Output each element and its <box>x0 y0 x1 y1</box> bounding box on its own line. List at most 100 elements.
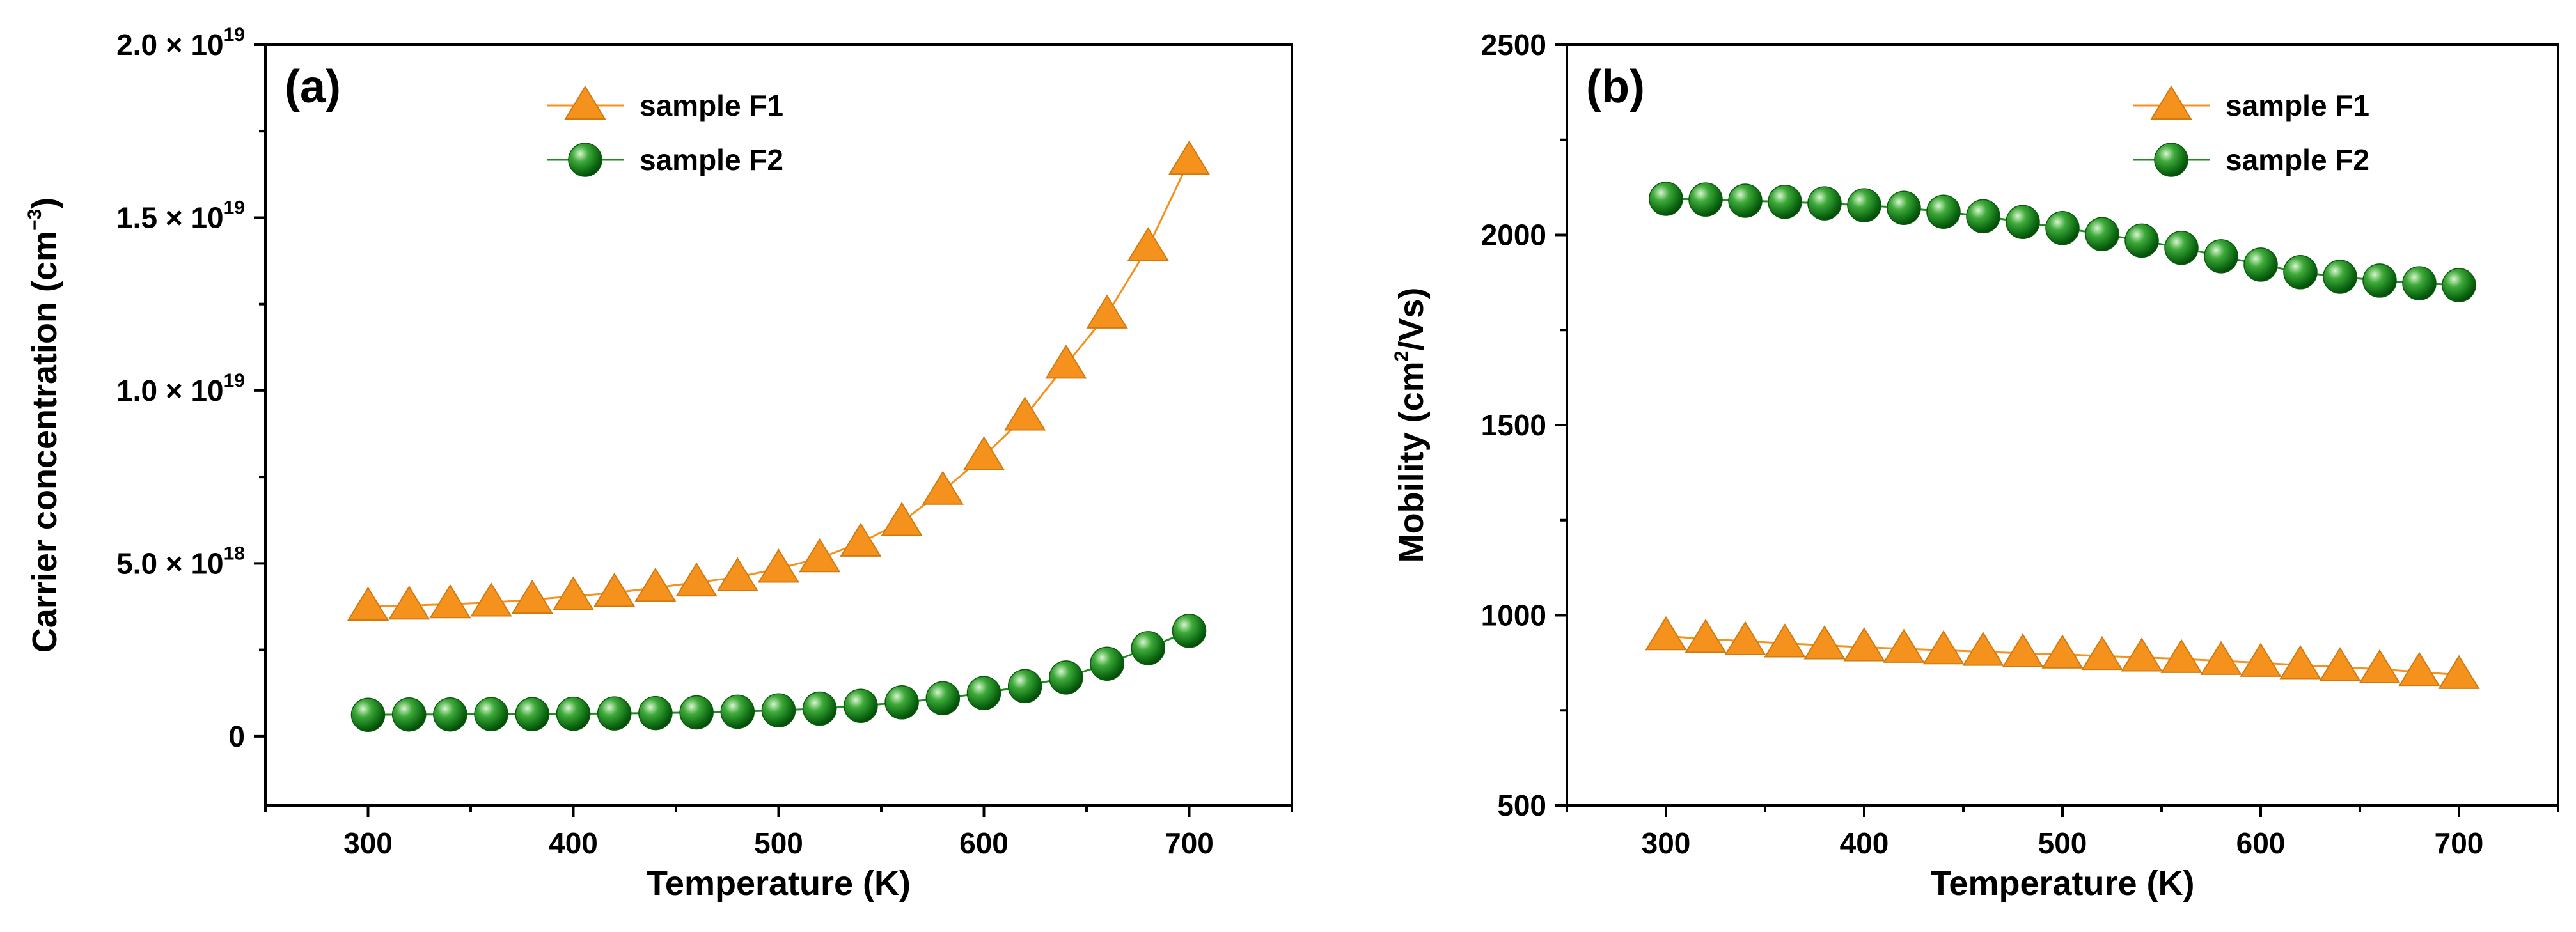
data-point <box>2124 223 2159 258</box>
data-point <box>2323 260 2357 294</box>
data-point <box>799 538 841 573</box>
data-point <box>2041 634 2084 669</box>
data-point <box>716 557 758 591</box>
data-point <box>1926 194 1961 229</box>
data-point <box>1807 186 1842 221</box>
y-axis-title-main: Carrier concentration (cm <box>26 231 64 653</box>
data-point <box>2279 645 2321 680</box>
data-point <box>2442 268 2476 302</box>
y-tick-exponent: 19 <box>224 24 245 45</box>
x-tick-label: 400 <box>549 827 598 860</box>
y-axis-title-sup: 2 <box>1391 351 1412 362</box>
data-point <box>1724 621 1766 655</box>
x-tick-label: 700 <box>1165 827 1214 860</box>
y-axis-title: Carrier concentration (cm−3) <box>24 198 64 653</box>
panel-label: (a) <box>285 61 341 113</box>
data-point <box>2359 649 2401 683</box>
data-point <box>881 502 923 536</box>
y-tick-label: 2.0 × 1019 <box>116 24 245 61</box>
data-point <box>2160 639 2203 673</box>
data-point <box>2204 239 2238 274</box>
data-point <box>1045 345 1087 379</box>
x-tick-label: 700 <box>2435 827 2484 860</box>
data-point <box>597 696 632 731</box>
data-point <box>1962 632 2004 666</box>
y-axis-title-sup: −3 <box>24 209 45 231</box>
y-axis-title-unit: ) <box>26 198 64 209</box>
y-tick-mantissa: 1.5 × 10 <box>116 201 224 234</box>
data-point <box>1922 630 1965 665</box>
data-point <box>679 695 714 730</box>
data-point <box>2243 247 2278 282</box>
y-tick-exponent: 19 <box>224 197 245 218</box>
data-point <box>2398 651 2440 687</box>
x-tick-label: 400 <box>1840 827 1889 860</box>
y-tick-label: 0 <box>228 720 245 753</box>
data-point <box>925 681 961 716</box>
y-tick-label: 1500 <box>1481 408 1546 442</box>
data-point <box>1883 628 1925 663</box>
data-point <box>2121 637 2163 672</box>
series-sample-f2 <box>350 614 1207 733</box>
y-tick-label: 2000 <box>1481 219 1546 252</box>
y-tick-mantissa: 0 <box>228 720 245 753</box>
data-point <box>556 696 591 731</box>
y-tick-mantissa: 2000 <box>1481 219 1546 252</box>
series-sample-f1 <box>347 140 1211 621</box>
y-tick-label: 5.0 × 1018 <box>116 543 245 580</box>
y-tick-mantissa: 1500 <box>1481 408 1546 442</box>
data-point <box>1768 184 1802 219</box>
data-point <box>1645 616 1687 651</box>
data-point <box>474 697 508 731</box>
y-tick-label: 1000 <box>1481 599 1546 632</box>
y-tick-label: 1.5 × 1019 <box>116 197 245 234</box>
data-point <box>2081 635 2123 671</box>
data-point <box>2240 642 2282 677</box>
y-tick-mantissa: 2500 <box>1481 28 1546 61</box>
data-point <box>634 567 677 602</box>
data-point <box>1728 183 1763 218</box>
legend-entry: sample F2 <box>547 143 783 177</box>
data-point <box>1131 631 1166 665</box>
data-point <box>1688 182 1723 217</box>
y-tick-label: 2500 <box>1481 28 1546 61</box>
data-point <box>761 693 796 727</box>
legend-label: sample F2 <box>640 143 783 176</box>
data-point <box>2283 255 2318 290</box>
legend-label: sample F1 <box>2226 89 2369 122</box>
y-axis-title-main: Mobility (cm <box>1392 361 1431 563</box>
data-point <box>388 586 430 620</box>
data-point <box>593 573 636 607</box>
data-point <box>1843 627 1885 662</box>
data-point <box>720 694 755 729</box>
y-tick-mantissa: 5.0 × 10 <box>116 547 224 580</box>
data-point <box>2319 647 2361 681</box>
data-point <box>1685 619 1727 653</box>
x-tick-label: 300 <box>1642 827 1691 860</box>
data-point <box>962 436 1005 470</box>
legend-marker <box>2154 143 2188 177</box>
y-tick-mantissa: 1000 <box>1481 599 1546 632</box>
data-point <box>840 522 882 557</box>
data-point <box>2438 655 2480 689</box>
y-tick-mantissa: 500 <box>1497 789 1546 822</box>
y-tick-exponent: 19 <box>224 370 245 391</box>
legend-entry: sample F1 <box>2133 85 2369 122</box>
data-point <box>2085 217 2119 252</box>
data-point <box>1090 646 1124 681</box>
data-point <box>1086 294 1128 329</box>
legend-entry: sample F1 <box>547 85 783 122</box>
data-point <box>2200 641 2242 675</box>
chart-panel-b: 300 400 500 600 700 500 1000 1500 2000 2500 Temper… <box>1391 28 2559 903</box>
data-point <box>350 697 386 733</box>
y-tick-mantissa: 1.0 × 10 <box>116 374 224 407</box>
series-sample-f1 <box>1645 616 2480 689</box>
x-tick-label: 600 <box>2236 827 2286 860</box>
data-point <box>884 685 919 720</box>
x-axis-title: Temperature (K) <box>1930 864 2194 903</box>
x-tick-label: 300 <box>343 827 393 860</box>
data-point <box>347 586 389 621</box>
plot-frame <box>1566 43 2559 807</box>
data-point <box>757 548 800 583</box>
x-tick-label: 500 <box>754 827 803 860</box>
